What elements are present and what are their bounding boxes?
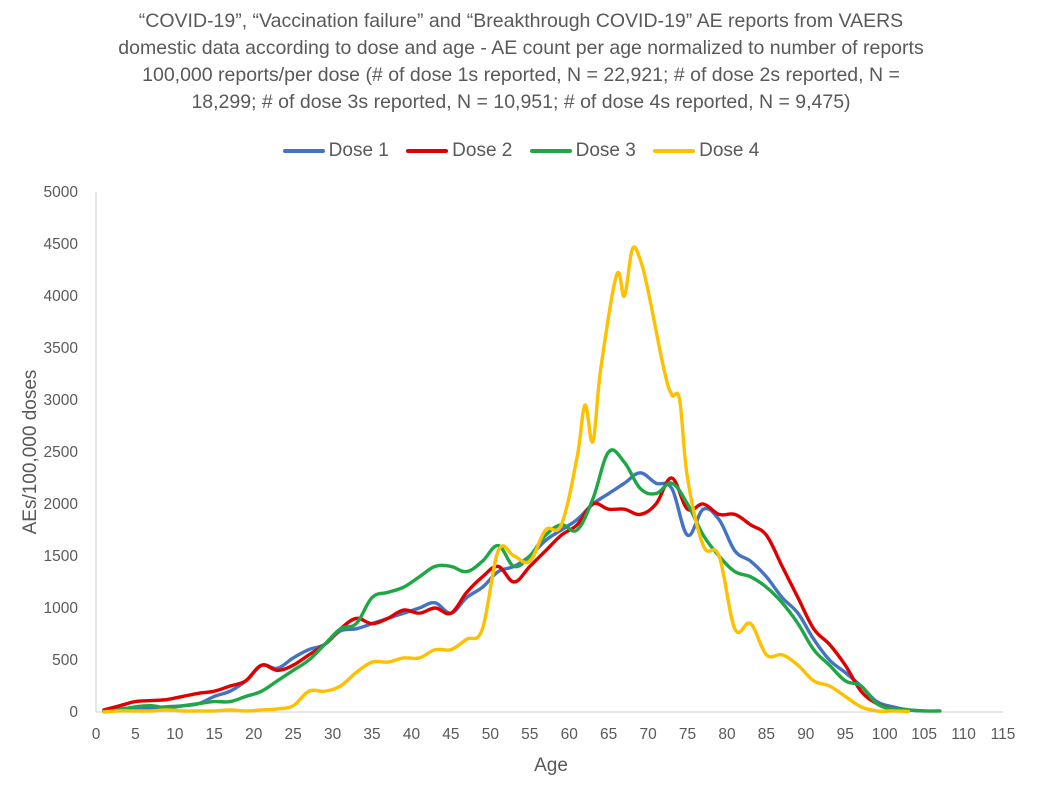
y-tick-label: 0 xyxy=(69,704,78,721)
chart-axes: 0500100015002000250030003500400045005000… xyxy=(44,184,1016,743)
y-tick-label: 4500 xyxy=(44,236,79,253)
series-line-dose-4 xyxy=(102,245,911,714)
x-axis-label: Age xyxy=(534,755,568,776)
series-line-dose-3 xyxy=(102,448,942,714)
chart-title-line-4: 18,299; # of dose 3s reported, N = 10,95… xyxy=(191,91,851,113)
y-tick-label: 4000 xyxy=(44,288,79,305)
x-tick-label: 0 xyxy=(92,726,101,743)
x-tick-label: 90 xyxy=(797,726,815,743)
legend-label-dose-4: Dose 4 xyxy=(699,140,760,161)
chart-title-line-3: 100,000 reports/per dose (# of dose 1s r… xyxy=(142,64,900,86)
chart-title: “COVID-19”, “Vaccination failure” and “B… xyxy=(0,8,1042,116)
x-tick-label: 40 xyxy=(403,726,421,743)
x-tick-label: 5 xyxy=(131,726,140,743)
x-tick-label: 65 xyxy=(600,726,617,743)
x-tick-label: 115 xyxy=(991,726,1016,743)
x-tick-label: 100 xyxy=(872,726,898,743)
chart-title-line-1: “COVID-19”, “Vaccination failure” and “B… xyxy=(138,10,904,32)
y-tick-label: 2500 xyxy=(44,444,79,461)
series-line-dose-2 xyxy=(102,476,911,713)
legend-label-dose-1: Dose 1 xyxy=(328,140,389,161)
legend-label-dose-2: Dose 2 xyxy=(452,140,513,161)
x-tick-label: 80 xyxy=(718,726,736,743)
x-tick-label: 75 xyxy=(679,726,696,743)
x-tick-label: 110 xyxy=(951,726,976,743)
x-tick-label: 105 xyxy=(911,726,937,743)
y-tick-label: 500 xyxy=(52,652,78,669)
x-tick-label: 10 xyxy=(166,726,184,743)
x-tick-label: 35 xyxy=(363,726,380,743)
legend-item-dose-3: Dose 3 xyxy=(529,140,636,162)
x-tick-label: 20 xyxy=(245,726,263,743)
legend-swatch-dose-2 xyxy=(406,149,449,153)
chart-legend: Dose 1 Dose 2 Dose 3 Dose 4 xyxy=(0,137,1042,162)
x-tick-label: 70 xyxy=(639,726,657,743)
legend-item-dose-1: Dose 1 xyxy=(282,140,389,162)
x-tick-label: 25 xyxy=(285,726,302,743)
y-tick-label: 3000 xyxy=(44,392,79,409)
y-tick-label: 3500 xyxy=(44,340,79,357)
x-tick-label: 85 xyxy=(758,726,775,743)
x-tick-label: 55 xyxy=(521,726,538,743)
x-tick-label: 45 xyxy=(442,726,459,743)
y-tick-label: 1000 xyxy=(44,600,79,617)
y-tick-label: 5000 xyxy=(44,184,79,201)
legend-swatch-dose-3 xyxy=(529,149,572,153)
y-axis-label: AEs/100,000 doses xyxy=(20,370,41,535)
y-tick-label: 1500 xyxy=(44,548,79,565)
x-tick-label: 50 xyxy=(482,726,500,743)
legend-swatch-dose-1 xyxy=(282,149,325,153)
x-tick-label: 30 xyxy=(324,726,342,743)
chart-lines xyxy=(102,245,942,714)
chart-title-line-2: domestic data according to dose and age … xyxy=(118,37,924,59)
legend-item-dose-2: Dose 2 xyxy=(406,140,512,162)
x-tick-label: 95 xyxy=(837,726,854,743)
legend-swatch-dose-4 xyxy=(653,149,696,153)
y-tick-label: 2000 xyxy=(44,496,79,513)
legend-label-dose-3: Dose 3 xyxy=(575,140,636,161)
legend-item-dose-4: Dose 4 xyxy=(653,140,759,162)
x-tick-label: 60 xyxy=(561,726,579,743)
x-tick-label: 15 xyxy=(206,726,223,743)
series-line-dose-1 xyxy=(102,471,926,713)
